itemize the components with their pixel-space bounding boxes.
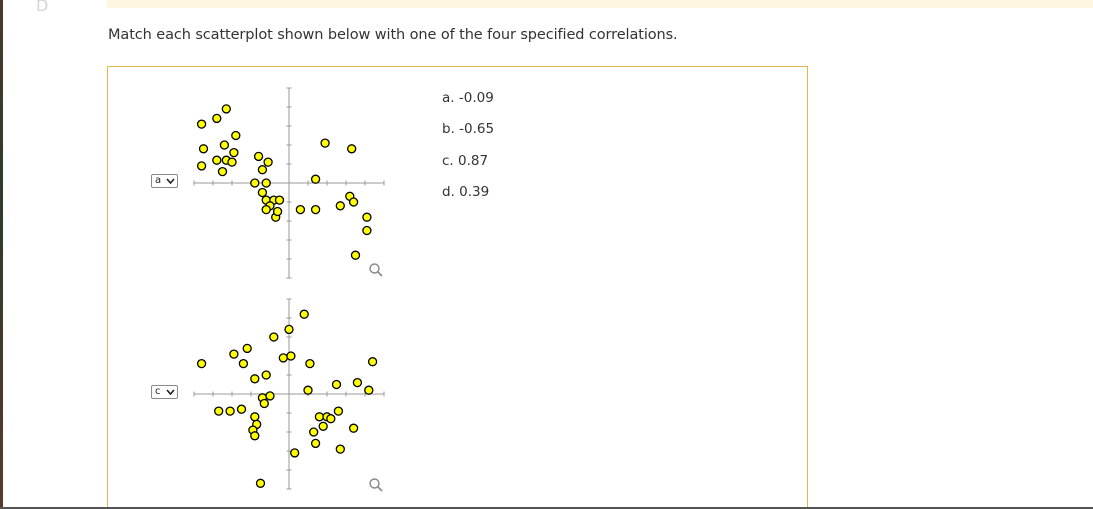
scatter-point (250, 374, 260, 384)
scatter-point (219, 140, 230, 150)
plot-2-answer-select[interactable]: c (151, 385, 178, 399)
scatter-point (196, 119, 207, 129)
scatter-point (263, 157, 273, 167)
chevron-down-icon (166, 176, 175, 190)
scatter-point (265, 391, 275, 401)
scatter-point (261, 204, 271, 215)
scatter-point (295, 204, 306, 215)
scatter-point (284, 324, 294, 335)
selected-value: a (155, 175, 162, 186)
option-a: a. -0.09 (442, 90, 494, 106)
scatterplot-1 (186, 80, 392, 286)
scatter-point (290, 448, 300, 458)
option-d: d. 0.39 (442, 183, 490, 200)
scatter-point (347, 144, 357, 154)
scatter-point (238, 358, 249, 369)
scatter-point (362, 225, 372, 236)
scatter-point (305, 358, 315, 369)
scatter-point (229, 349, 239, 359)
plot-1-answer-select[interactable]: a (151, 174, 178, 188)
scatterplot-2 (186, 291, 392, 497)
scatter-point (278, 353, 288, 363)
option-b: b. -0.65 (442, 121, 495, 138)
scatter-point (212, 155, 222, 165)
chevron-down-icon (166, 387, 175, 401)
scatter-point (250, 431, 260, 441)
question-instruction: Match each scatterplot shown below with … (108, 27, 678, 43)
scatter-point (261, 370, 271, 380)
selected-value: c (155, 386, 161, 397)
scatter-point (274, 195, 285, 205)
scatter-point (326, 414, 336, 424)
scatter-point (257, 165, 268, 175)
window-bottom-edge (0, 507, 1093, 509)
scatterplot-2-canvas (193, 298, 385, 490)
window-left-edge (0, 0, 3, 509)
option-c: c. 0.87 (442, 152, 489, 169)
scatter-point (309, 427, 319, 437)
scatter-point (362, 212, 372, 222)
scatter-point (250, 178, 260, 188)
scatter-point (310, 204, 321, 215)
magnify-icon[interactable] (368, 262, 384, 278)
scatter-point (272, 206, 283, 217)
question-box (107, 66, 808, 509)
scatter-point (335, 201, 345, 211)
scatter-point (350, 250, 361, 260)
scatter-point (214, 406, 224, 416)
scatter-point (310, 174, 321, 184)
scatter-point (227, 157, 237, 167)
scatter-point (255, 478, 266, 488)
scatter-point (198, 144, 209, 154)
scatter-point (212, 113, 222, 124)
scatter-point (257, 187, 268, 198)
scatter-point (314, 412, 325, 422)
scatter-point (310, 438, 321, 449)
scatter-point (242, 343, 252, 354)
scatter-point (333, 406, 344, 416)
scatter-point (367, 357, 378, 367)
scatter-point (253, 151, 264, 162)
scatter-point (299, 309, 309, 319)
scatter-point (196, 358, 207, 369)
scatter-point (348, 197, 359, 207)
scatter-point (335, 444, 345, 454)
top-highlight-band (107, 0, 1093, 8)
scatter-point (231, 130, 241, 141)
scatter-point (364, 385, 374, 395)
scatter-point (286, 351, 296, 361)
scatter-point (269, 332, 279, 342)
scatter-point (320, 138, 330, 148)
scatter-point (221, 104, 231, 114)
scatter-point (318, 421, 328, 431)
scatter-point (259, 398, 269, 409)
scatterplot-1-canvas (193, 87, 385, 279)
scatter-point (217, 166, 228, 177)
scatter-point (331, 379, 342, 390)
scatter-point (225, 406, 235, 416)
scatter-point (352, 377, 363, 388)
scatter-point (236, 404, 247, 414)
scatter-point (229, 147, 239, 158)
scatter-point (303, 385, 313, 395)
correlation-options: a. -0.09 b. -0.65 c. 0.87 d. 0.39 (442, 89, 494, 214)
magnify-icon[interactable] (368, 477, 384, 493)
scatter-point (196, 161, 207, 171)
scatter-point (348, 423, 359, 433)
scatter-point (261, 178, 271, 188)
corner-letter: D (36, 0, 49, 15)
scatter-point (250, 412, 260, 422)
